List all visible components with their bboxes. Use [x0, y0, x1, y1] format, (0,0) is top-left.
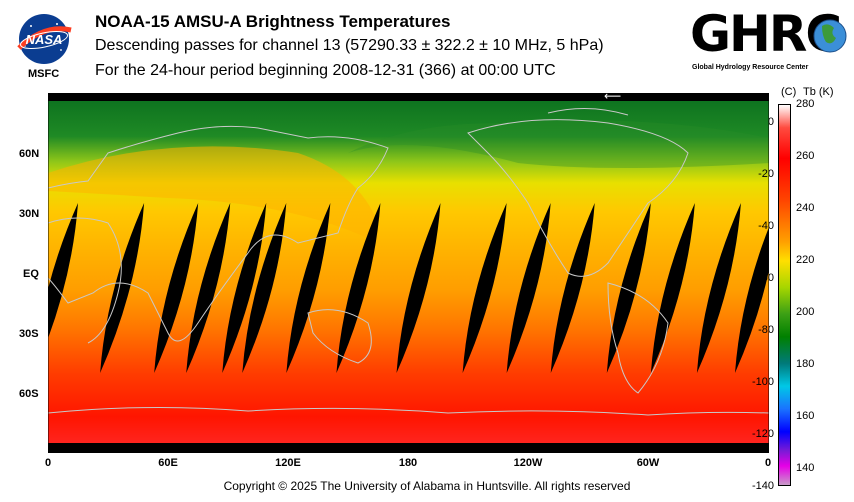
- colorbar-celsius-tick: -140: [752, 479, 775, 492]
- ghrc-tagline: Global Hydrology Resource Center: [692, 64, 809, 71]
- copyright-footer: Copyright © 2025 The University of Alaba…: [223, 479, 631, 493]
- swath-gap: [696, 203, 741, 373]
- cold-region: [348, 120, 769, 168]
- swath-gap: [48, 203, 79, 339]
- colorbar-celsius-tick: -40: [758, 219, 774, 232]
- msfc-caption: MSFC: [28, 68, 60, 80]
- lat-label-30s: 30S: [19, 328, 39, 340]
- lat-label-30n: 30N: [19, 208, 40, 220]
- lon-label-60w: 60W: [636, 457, 660, 469]
- colorbar-kelvin-tick: 260: [796, 149, 815, 162]
- swath-gaps: [48, 203, 769, 373]
- lon-label-0-east: 0: [764, 457, 772, 469]
- colorbar-kelvin-tick: 160: [796, 409, 815, 422]
- colorbar-kelvin-tick: 240: [796, 201, 815, 214]
- swath-gap: [154, 203, 199, 373]
- nasa-logo-icon: NASA: [17, 14, 72, 64]
- swath-gap: [222, 203, 267, 373]
- colorbar-kelvin-tick: 280: [796, 98, 815, 110]
- colorbar-unit-c: (C): [781, 86, 797, 98]
- map-subtitle-period: For the 24-hour period beginning 2008-12…: [95, 62, 556, 79]
- map-subtitle-channel: Descending passes for channel 13 (57290.…: [95, 37, 604, 54]
- colorbar-celsius-tick: -80: [758, 323, 774, 336]
- colorbar-kelvin-tick: 220: [796, 253, 815, 266]
- colorbar-unit-k: Tb (K): [803, 86, 834, 98]
- colorbar-celsius-tick: -60: [758, 271, 774, 284]
- lon-label-120e: 120E: [275, 457, 301, 469]
- lon-label-120w: 120W: [513, 457, 543, 469]
- colorbar-kelvin-tick: 140: [796, 461, 815, 474]
- orbit-direction-arrow-icon: ⟵: [604, 93, 621, 103]
- swath-gap: [396, 203, 441, 373]
- swath-gap: [462, 203, 507, 373]
- brightness-temperature-map: ⟵: [48, 93, 769, 453]
- swath-gap: [550, 203, 595, 373]
- globe-icon: [813, 19, 847, 53]
- swath-gap: [100, 203, 145, 373]
- colorbar-celsius-tick: -120: [752, 427, 775, 440]
- swath-gap: [650, 203, 695, 373]
- lat-label-eq: EQ: [23, 268, 39, 280]
- swath-gap: [286, 203, 331, 373]
- swath-gap: [242, 203, 287, 373]
- swath-gap: [506, 203, 551, 373]
- lon-label-60e: 60E: [158, 457, 178, 469]
- swath-gap: [336, 203, 381, 373]
- map-title: NOAA-15 AMSU-A Brightness Temperatures: [95, 12, 451, 31]
- no-data-strip-south: [48, 443, 769, 453]
- colorbar-celsius-tick: -100: [752, 375, 775, 388]
- colorbar-kelvin-tick: 200: [796, 305, 815, 318]
- colorbar-celsius-tick: 0: [767, 115, 774, 128]
- lon-label-180: 180: [398, 457, 418, 469]
- svg-text:NASA: NASA: [26, 32, 63, 47]
- coastlines: [48, 108, 769, 416]
- lat-label-60s: 60S: [19, 388, 39, 400]
- swath-gap: [734, 226, 769, 373]
- colorbar-celsius-tick: -20: [758, 167, 774, 180]
- colorbar-kelvin-tick: 180: [796, 357, 815, 370]
- lat-label-60n: 60N: [19, 148, 40, 160]
- colorbar: [778, 104, 791, 486]
- no-data-strip-north: [48, 93, 769, 101]
- swath-gap: [186, 203, 231, 373]
- warm-plume: [48, 146, 378, 243]
- swath-gap: [606, 203, 651, 373]
- lon-label-0: 0: [44, 457, 52, 469]
